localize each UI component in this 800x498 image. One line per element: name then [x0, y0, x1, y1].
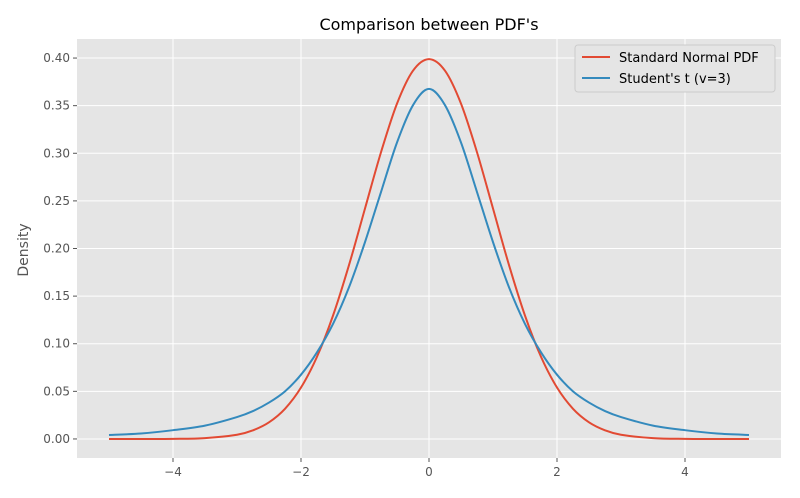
grid	[77, 39, 781, 458]
x-tick-label: −4	[164, 465, 182, 479]
y-tick-label: 0.00	[43, 432, 70, 446]
legend-label-standard-normal: Standard Normal PDF	[619, 51, 759, 66]
series-line-standard-normal	[108, 58, 750, 440]
y-tick-label: 0.20	[43, 242, 70, 256]
y-tick-label: 0.10	[43, 337, 70, 351]
x-tick-label: 2	[553, 465, 561, 479]
x-tick-label: −2	[292, 465, 310, 479]
legend-label-students-t: Student's t (v=3)	[619, 72, 731, 87]
y-tick-label: 0.05	[43, 384, 70, 398]
y-tick-label: 0.40	[43, 51, 70, 65]
y-tick-label: 0.25	[43, 194, 70, 208]
chart-title: Comparison between PDF's	[319, 15, 538, 34]
y-axis-label: Density	[16, 223, 32, 276]
y-tick-label: 0.30	[43, 146, 70, 160]
x-tick-label: 0	[425, 465, 433, 479]
series-line-students-t	[108, 87, 750, 436]
legend: Standard Normal PDF Student's t (v=3)	[574, 44, 776, 93]
legend-box	[574, 44, 776, 93]
series-lines	[108, 58, 750, 440]
x-tick-label: 4	[681, 465, 689, 479]
tick-labels: −4 −2 0 2 4 0.00 0.05 0.10 0.15 0.20 0.25 0.30 0.35 0…	[43, 51, 689, 479]
y-tick-label: 0.15	[43, 289, 70, 303]
y-tick-label: 0.35	[43, 99, 70, 113]
